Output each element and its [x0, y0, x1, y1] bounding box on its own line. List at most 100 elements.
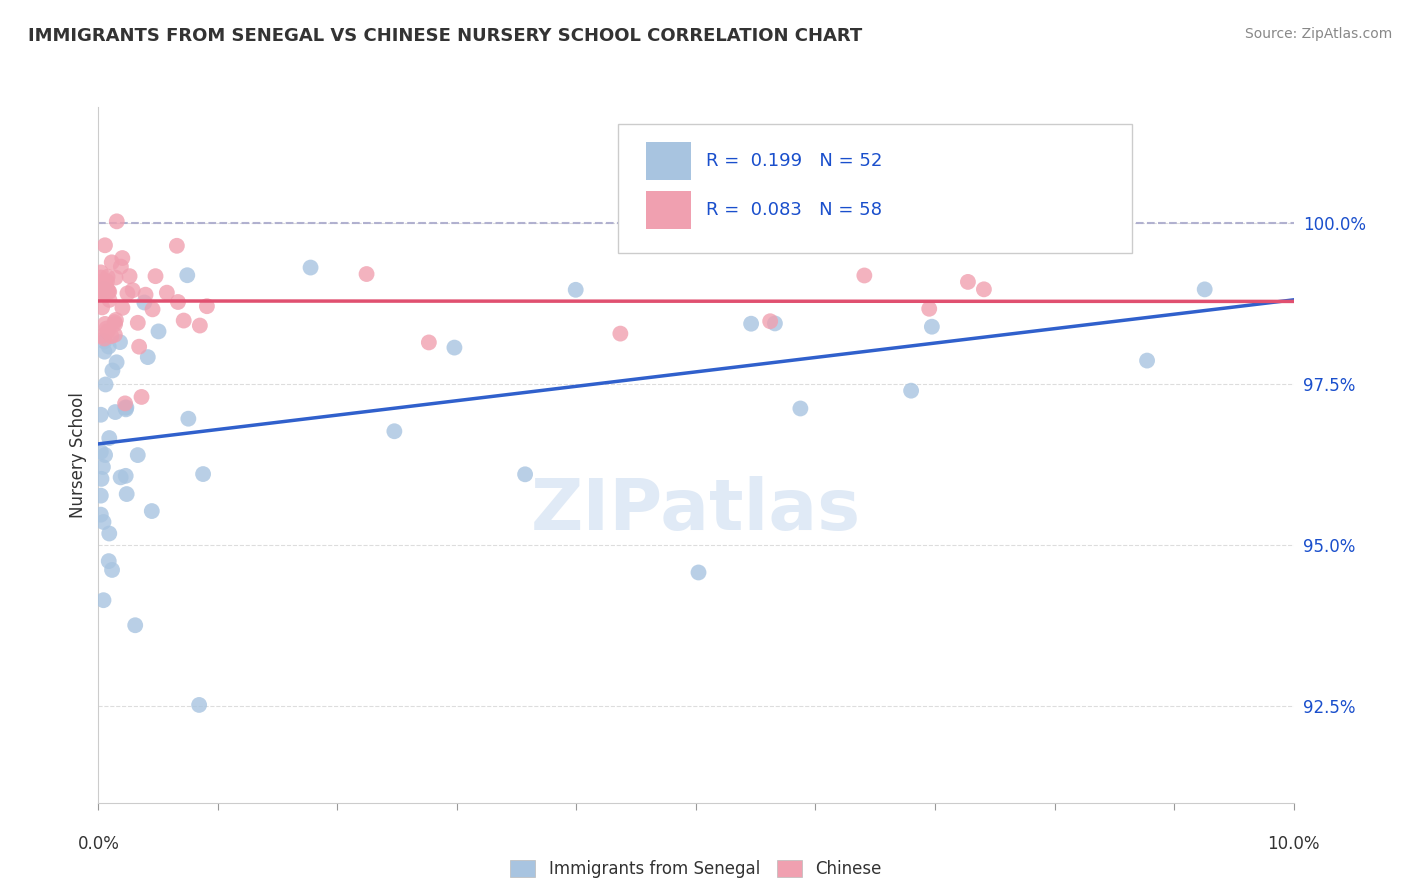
Point: [759, 314, 782, 328]
Point: [91, 460, 114, 475]
Point: [443, 341, 465, 355]
Point: [956, 275, 979, 289]
Point: [114, 396, 136, 410]
Point: [96, 274, 118, 288]
Point: [98, 431, 121, 445]
Point: [97, 554, 120, 568]
Point: [853, 268, 876, 283]
Point: [93, 515, 115, 529]
Text: 10.0%: 10.0%: [1267, 835, 1320, 853]
Point: [763, 317, 786, 331]
Point: [127, 316, 149, 330]
Point: [141, 504, 163, 518]
Point: [104, 327, 127, 342]
Point: [114, 401, 136, 415]
Point: [900, 384, 922, 398]
Point: [94, 448, 117, 462]
Point: [90, 275, 112, 289]
Point: [740, 317, 762, 331]
Point: [115, 402, 138, 417]
Point: [105, 214, 128, 228]
Point: [104, 270, 127, 285]
Point: [1136, 353, 1159, 368]
Point: [97, 339, 120, 353]
Point: [114, 468, 136, 483]
Point: [195, 299, 218, 313]
Point: [90, 278, 112, 293]
Point: [188, 318, 211, 333]
Point: [136, 350, 159, 364]
Point: [117, 286, 139, 301]
Point: [96, 281, 118, 295]
Text: ZIPatlas: ZIPatlas: [531, 476, 860, 545]
Text: 0.0%: 0.0%: [77, 835, 120, 853]
Point: [90, 265, 112, 279]
Point: [156, 285, 179, 300]
Point: [94, 377, 117, 392]
Point: [103, 315, 125, 329]
Point: [94, 279, 117, 293]
FancyBboxPatch shape: [619, 124, 1132, 253]
Point: [90, 489, 112, 503]
Point: [93, 279, 115, 293]
Point: [921, 319, 943, 334]
Point: [90, 508, 112, 522]
Point: [100, 329, 122, 343]
Point: [93, 344, 115, 359]
Point: [90, 329, 112, 343]
Text: R =  0.083   N = 58: R = 0.083 N = 58: [706, 201, 882, 219]
Point: [94, 317, 117, 331]
Point: [135, 287, 157, 301]
Point: [98, 285, 121, 299]
Point: [104, 313, 127, 327]
Point: [124, 618, 146, 632]
Point: [127, 448, 149, 462]
Point: [115, 487, 138, 501]
Text: R =  0.199   N = 52: R = 0.199 N = 52: [706, 152, 882, 170]
Point: [93, 334, 115, 349]
Point: [111, 301, 134, 315]
Point: [97, 324, 120, 338]
Point: [299, 260, 322, 275]
Point: [96, 321, 118, 335]
Point: [176, 268, 198, 283]
Point: [1194, 282, 1216, 296]
Point: [167, 295, 190, 310]
Point: [1008, 218, 1031, 232]
Point: [98, 526, 121, 541]
Point: [104, 317, 127, 331]
Point: [131, 390, 153, 404]
Text: Source: ZipAtlas.com: Source: ZipAtlas.com: [1244, 27, 1392, 41]
Point: [94, 238, 117, 252]
Bar: [645, 142, 692, 180]
Point: [90, 472, 112, 486]
Point: [94, 285, 117, 300]
Point: [134, 295, 156, 310]
Point: [108, 335, 131, 350]
Point: [93, 286, 115, 301]
Point: [177, 411, 200, 425]
Point: [91, 301, 114, 315]
Point: [111, 251, 134, 265]
Point: [98, 293, 121, 307]
Bar: [645, 191, 692, 228]
Point: [105, 355, 128, 369]
Point: [101, 363, 124, 377]
Point: [789, 401, 811, 416]
Point: [145, 269, 167, 284]
Point: [973, 282, 995, 296]
Point: [115, 401, 138, 415]
Point: [188, 698, 211, 712]
Point: [90, 285, 112, 300]
Point: [97, 269, 120, 284]
Point: [100, 255, 122, 269]
Point: [382, 424, 405, 438]
Point: [104, 405, 127, 419]
Point: [609, 326, 631, 341]
Legend: Immigrants from Senegal, Chinese: Immigrants from Senegal, Chinese: [503, 854, 889, 885]
Point: [173, 313, 195, 327]
Point: [166, 239, 188, 253]
Point: [513, 467, 536, 482]
Point: [141, 302, 163, 317]
Point: [128, 340, 150, 354]
